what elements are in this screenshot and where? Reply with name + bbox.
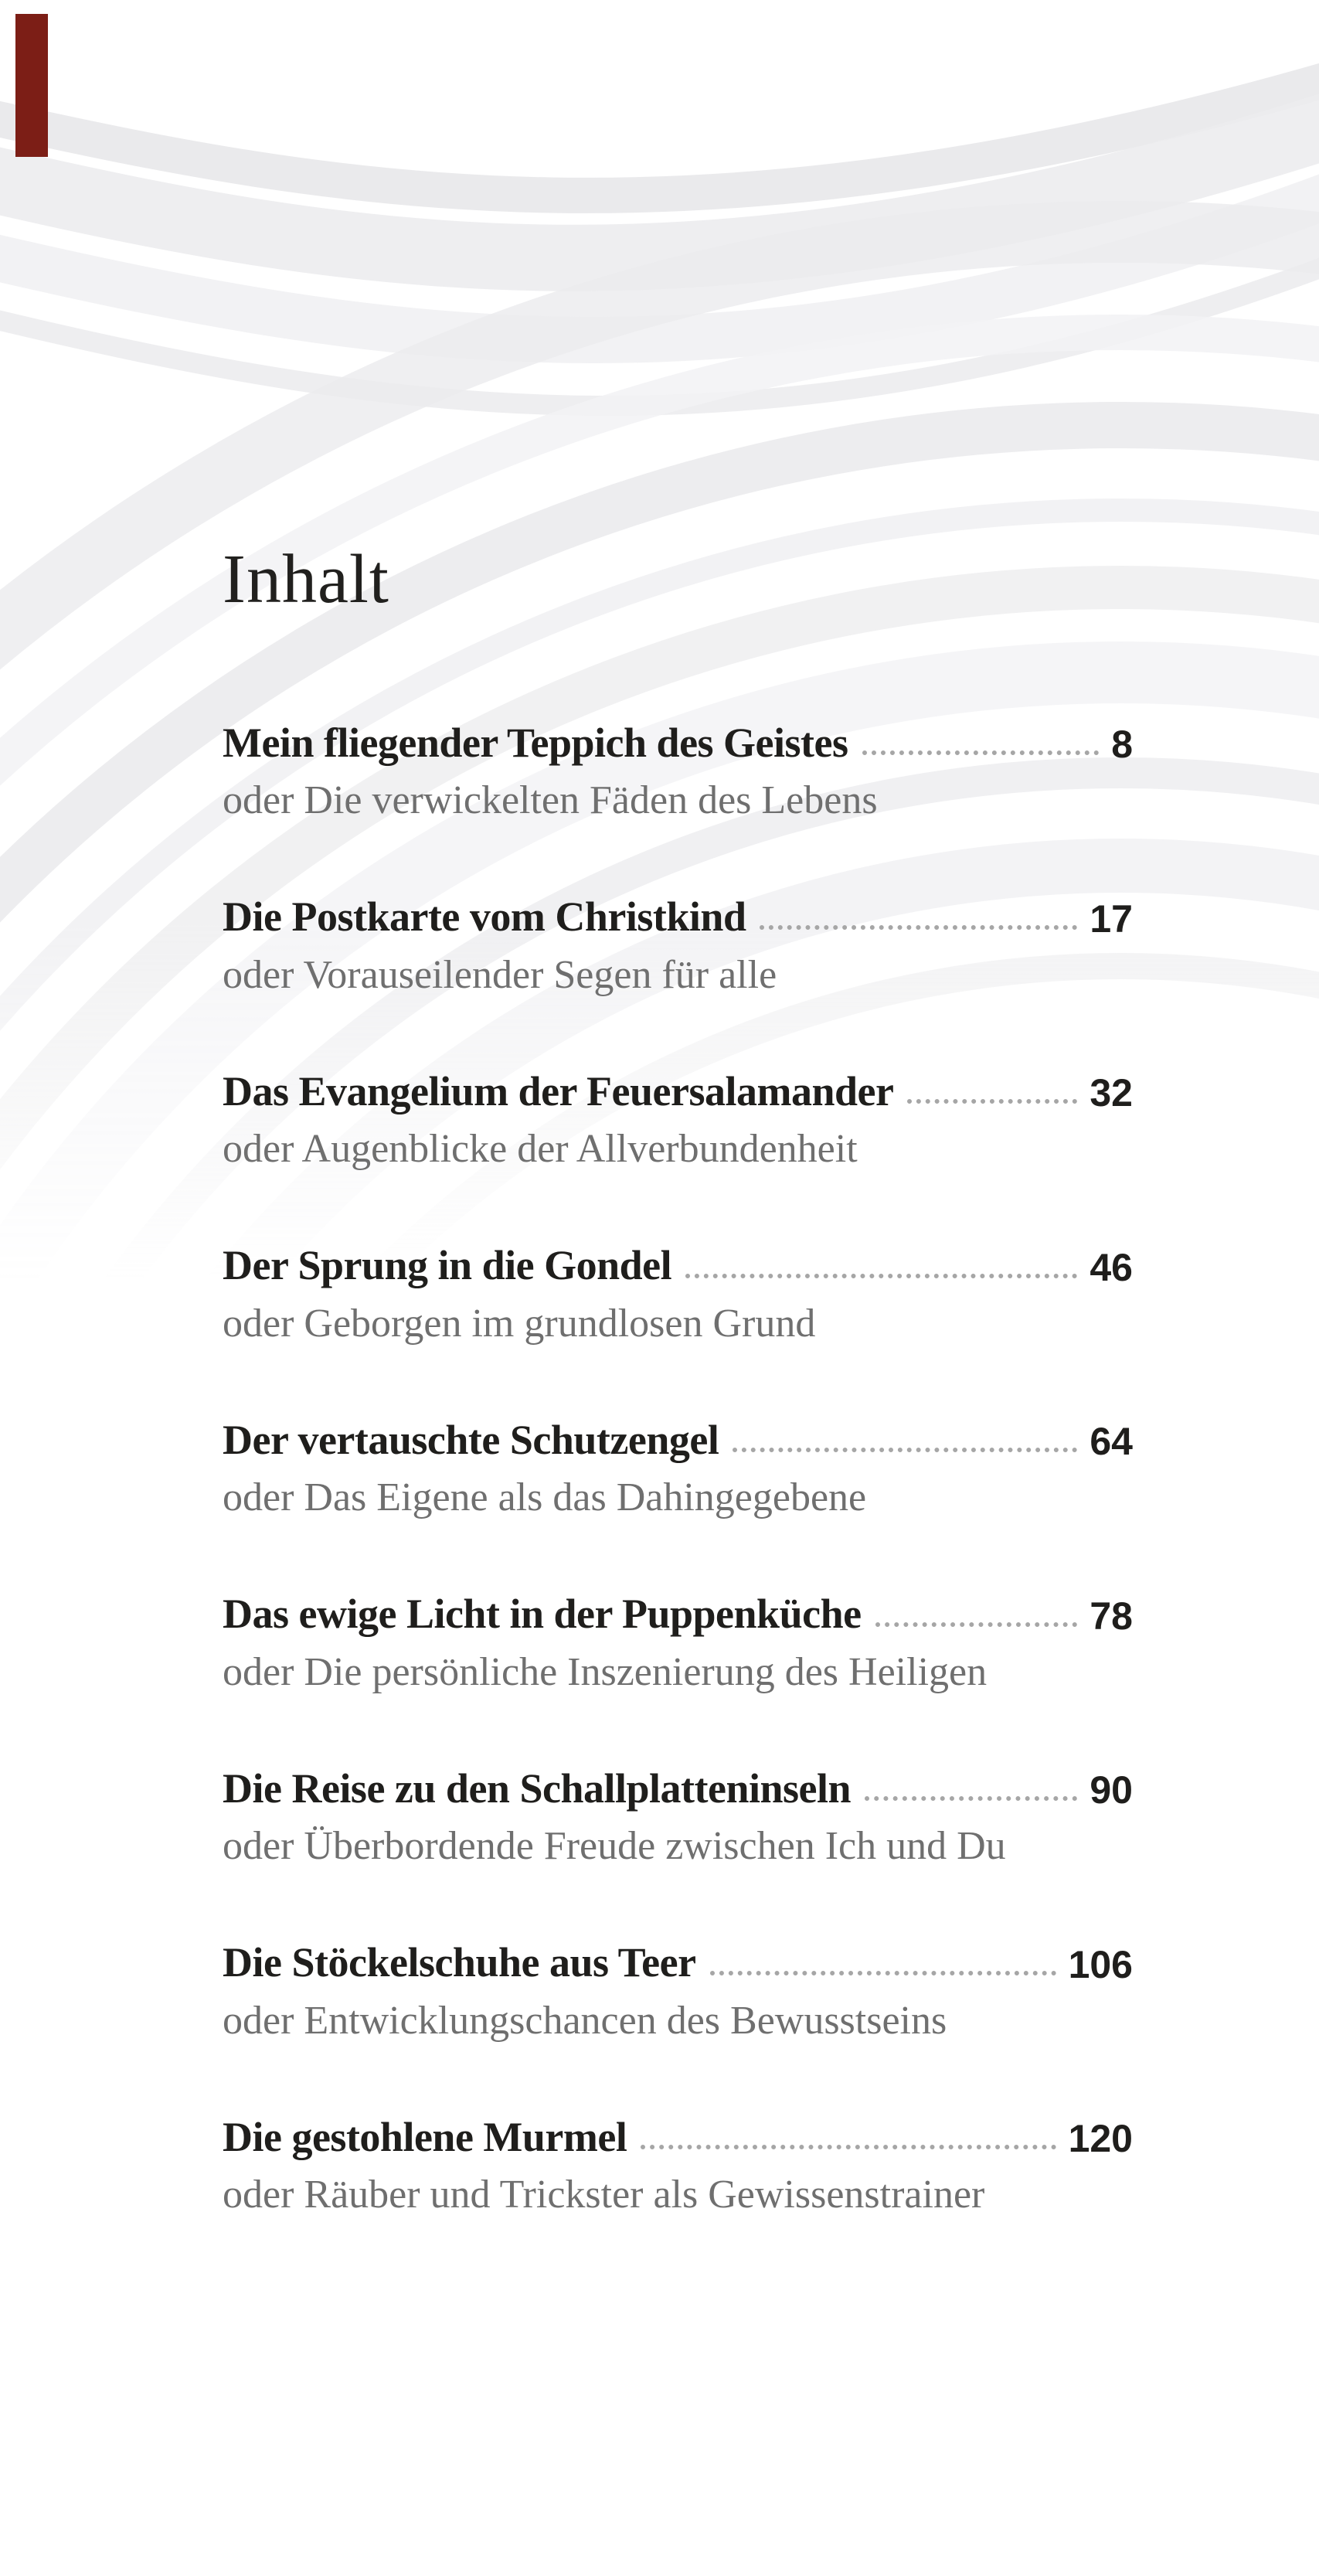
chapter-subtitle: oder Die verwickelten Fäden des Lebens <box>223 778 878 823</box>
toc-entry: Der Sprung in die Gondel 46 oder Geborge… <box>223 1243 1133 1345</box>
table-of-contents: Mein fliegender Teppich des Geistes 8 od… <box>223 720 1133 2288</box>
dot-leader <box>709 1970 1056 1975</box>
chapter-subtitle: oder Vorauseilender Segen für alle <box>223 952 777 997</box>
toc-entry: Die Reise zu den Schallplatteninseln 90 … <box>223 1764 1133 1869</box>
chapter-subtitle: oder Die persönliche Inszenierung des He… <box>223 1649 988 1694</box>
page-number: 90 <box>1090 1768 1133 1812</box>
chapter-title: Die Stöckelschuhe aus Teer <box>223 1939 696 1986</box>
chapter-subtitle: oder Geborgen im grundlosen Grund <box>223 1301 816 1346</box>
toc-entry: Mein fliegender Teppich des Geistes 8 od… <box>223 720 1133 822</box>
dot-leader <box>641 2145 1056 2150</box>
dot-leader <box>875 1621 1078 1627</box>
page-number: 64 <box>1090 1420 1133 1464</box>
toc-entry: Die gestohlene Murmel 120 oder Räuber un… <box>223 2113 1133 2217</box>
toc-entry: Die Postkarte vom Christkind 17 oder Vor… <box>223 894 1133 996</box>
chapter-subtitle: oder Entwicklungschancen des Bewusstsein… <box>223 1998 947 2043</box>
red-accent-bar <box>15 14 48 157</box>
page-number: 120 <box>1068 2117 1133 2161</box>
chapter-title: Das ewige Licht in der Puppenküche <box>223 1591 862 1638</box>
chapter-title: Die gestohlene Murmel <box>223 2113 627 2160</box>
dot-leader <box>760 924 1078 930</box>
toc-entry: Die Stöckelschuhe aus Teer 106 oder Entw… <box>223 1940 1133 2042</box>
chapter-subtitle: oder Augenblicke der Allverbundenheit <box>223 1127 858 1172</box>
dot-leader <box>862 750 1100 756</box>
chapter-title: Mein fliegender Teppich des Geistes <box>223 720 848 766</box>
page-number: 32 <box>1090 1071 1133 1115</box>
chapter-subtitle: oder Räuber und Trickster als Gewissenst… <box>223 2173 985 2217</box>
dot-leader <box>907 1099 1078 1104</box>
toc-entry: Der vertauschte Schutzengel 64 oder Das … <box>223 1417 1133 1519</box>
toc-entry: Das ewige Licht in der Puppenküche 78 od… <box>223 1591 1133 1693</box>
page-number: 8 <box>1111 723 1133 767</box>
page-number: 78 <box>1090 1594 1133 1638</box>
page-number: 106 <box>1068 1942 1133 1986</box>
dot-leader <box>865 1796 1078 1802</box>
chapter-title: Die Reise zu den Schallplatteninseln <box>223 1764 852 1812</box>
dot-leader <box>733 1448 1078 1453</box>
chapter-title: Der vertauschte Schutzengel <box>223 1416 719 1463</box>
page-title: Inhalt <box>223 541 389 618</box>
dot-leader <box>685 1273 1078 1278</box>
chapter-subtitle: oder Das Eigene als das Dahingegebene <box>223 1475 867 1520</box>
chapter-title: Die Postkarte vom Christkind <box>223 893 746 941</box>
chapter-title: Das Evangelium der Feuersalamander <box>223 1067 894 1114</box>
chapter-subtitle: oder Überbordende Freude zwischen Ich un… <box>223 1824 1006 1869</box>
page-number: 46 <box>1090 1245 1133 1289</box>
page-number: 17 <box>1090 897 1133 941</box>
chapter-title: Der Sprung in die Gondel <box>223 1242 672 1289</box>
toc-entry: Das Evangelium der Feuersalamander 32 od… <box>223 1069 1133 1171</box>
